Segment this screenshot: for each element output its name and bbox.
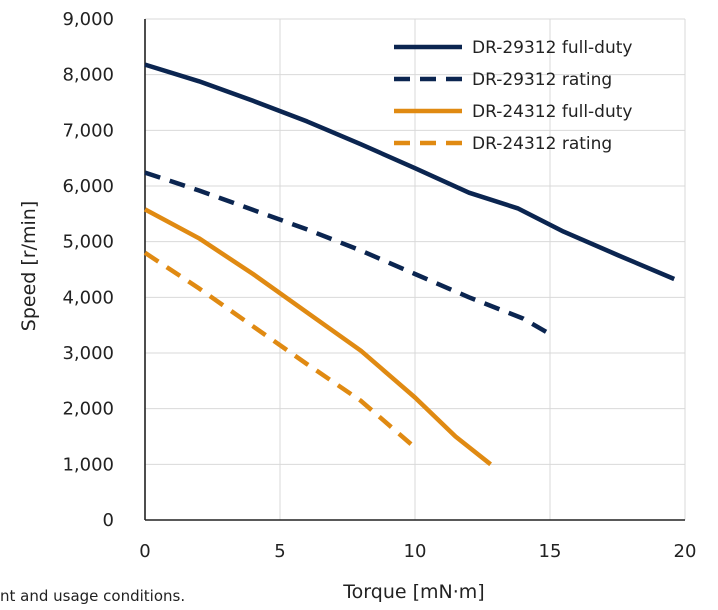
legend-label: DR-24312 rating [472,134,612,154]
axes [144,19,685,521]
series-line-2 [144,170,552,337]
y-tick-label: 2,000 [62,399,114,420]
x-tick-label: 0 [139,541,150,562]
series-line-1 [144,62,676,282]
legend-label: DR-24312 full-duty [472,102,632,122]
y-tick-label: 8,000 [62,65,114,86]
series-line-4 [143,250,417,450]
legend-label: DR-29312 full-duty [472,38,632,58]
y-tick-label: 9,000 [62,9,114,30]
series-line-3 [143,207,492,467]
x-tick-label: 5 [274,541,285,562]
tick-labels: 0 1,000 2,000 3,000 4,000 5,000 6,000 7,000 8,00… [62,9,696,562]
grid [145,18,686,520]
y-tick-label: 0 [103,510,114,531]
y-tick-label: 7,000 [62,120,114,141]
footnote: nt and usage conditions. [0,587,186,605]
y-tick-label: 3,000 [62,343,114,364]
x-tick-label: 15 [539,541,562,562]
y-tick-label: 4,000 [62,287,114,308]
x-tick-label: 10 [404,541,427,562]
y-axis-title: Speed [r/min] [18,201,40,331]
y-tick-label: 5,000 [62,232,114,253]
legend-label: DR-29312 rating [472,70,612,90]
x-tick-label: 20 [674,541,697,562]
series [143,62,676,467]
y-tick-label: 6,000 [62,176,114,197]
x-axis-title: Torque [mN·m] [342,581,484,603]
legend: DR-29312 full-duty DR-29312 rating DR-2431… [394,38,632,154]
y-tick-label: 1,000 [62,454,114,475]
